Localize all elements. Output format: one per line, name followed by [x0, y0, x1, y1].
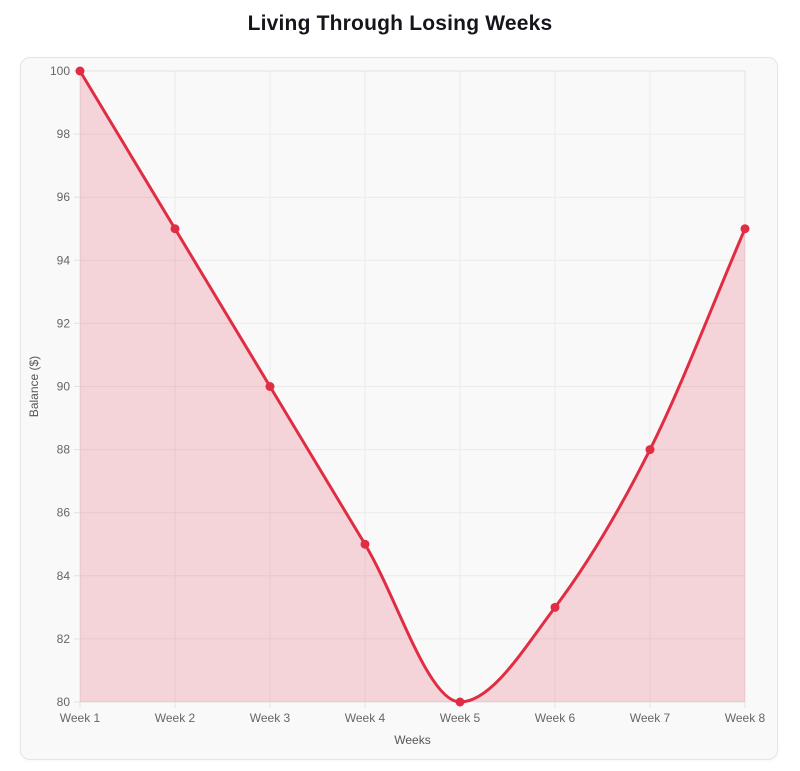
y-tick-label: 88: [57, 443, 71, 457]
data-point[interactable]: [645, 445, 655, 455]
y-tick-label: 96: [57, 190, 71, 204]
plot-frame: [79, 70, 746, 703]
area-fill: [80, 71, 745, 702]
balance-chart: 80 82 84 86 88 90 92 94 96 98 100 Week 1 Week 2 Week …: [27, 64, 766, 747]
y-tick-label: 84: [57, 569, 71, 583]
x-tick-label: Week 4: [345, 711, 386, 725]
y-tick-label: 92: [57, 316, 71, 330]
chart-title: Living Through Losing Weeks: [247, 12, 553, 35]
page-header: Living Through Losing Weeks: [0, 0, 800, 37]
x-tick-label: Week 1: [60, 711, 101, 725]
y-tick-label: 94: [57, 253, 71, 267]
y-tick-label: 100: [50, 64, 70, 78]
data-point[interactable]: [75, 66, 85, 76]
data-point[interactable]: [550, 602, 560, 612]
x-tick-label: Week 5: [440, 711, 481, 725]
y-tick-label: 90: [57, 380, 71, 394]
y-axis-title: Balance ($): [27, 356, 41, 417]
data-point[interactable]: [740, 224, 750, 234]
x-tick-label: Week 7: [630, 711, 671, 725]
data-point[interactable]: [360, 539, 370, 549]
x-axis-title: Weeks: [394, 733, 430, 747]
data-point[interactable]: [170, 224, 180, 234]
x-tick-label: Week 6: [535, 711, 576, 725]
x-tick-label: Week 2: [155, 711, 196, 725]
chart-card: 80 82 84 86 88 90 92 94 96 98 100 Week 1 Week 2 Week …: [20, 57, 778, 760]
y-tick-label: 80: [57, 695, 71, 709]
data-point[interactable]: [455, 697, 465, 707]
y-tick-label: 82: [57, 632, 71, 646]
x-tick-label: Week 8: [725, 711, 766, 725]
x-tick-label: Week 3: [250, 711, 291, 725]
y-tick-label: 86: [57, 506, 71, 520]
y-tick-label: 98: [57, 127, 71, 141]
data-point[interactable]: [265, 382, 275, 391]
